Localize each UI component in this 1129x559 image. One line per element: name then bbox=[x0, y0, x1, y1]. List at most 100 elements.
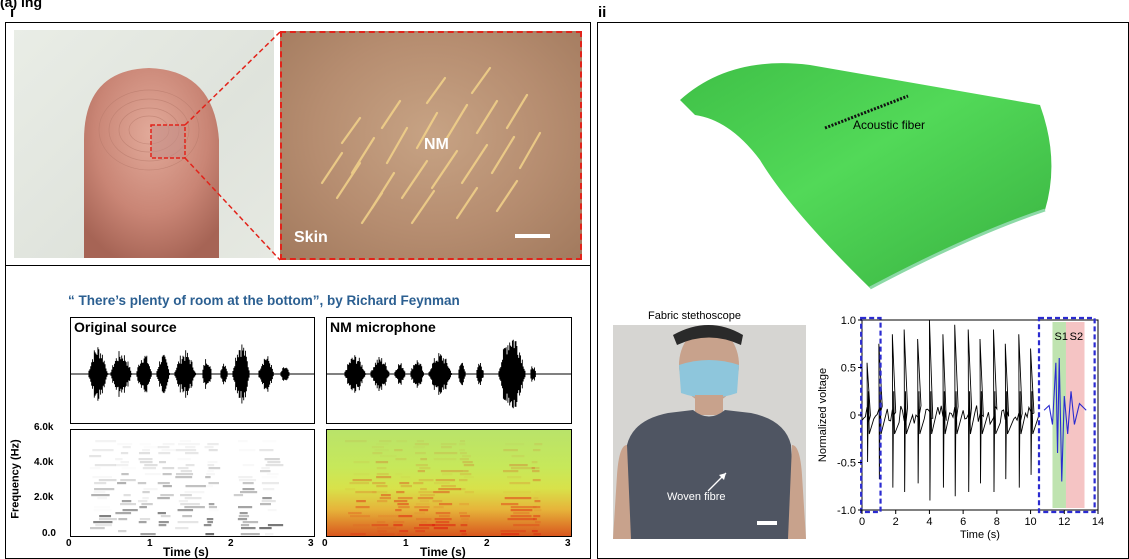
spectrogram-cell bbox=[121, 500, 132, 503]
spectrogram-cell bbox=[94, 464, 117, 467]
spectrogram-cell bbox=[459, 512, 467, 515]
spectrogram-cell bbox=[268, 509, 277, 511]
spectrogram-cell bbox=[267, 524, 284, 527]
spectrogram-cell bbox=[91, 494, 110, 497]
spectrogram-cell bbox=[531, 461, 538, 464]
spectrogram-cell bbox=[399, 530, 409, 533]
spectrogram-cell bbox=[416, 440, 425, 443]
spec-left-xtick-3: 3 bbox=[308, 538, 314, 549]
spectrogram-cell bbox=[399, 482, 410, 485]
spectrogram-cell bbox=[207, 443, 219, 446]
spectrogram-cell bbox=[500, 530, 526, 533]
spectrogram-cell bbox=[240, 527, 256, 530]
spectrogram-cell bbox=[142, 497, 149, 500]
nm-label: NM bbox=[424, 136, 449, 153]
spectrogram-cell bbox=[352, 524, 370, 527]
spectrogram-cell bbox=[92, 476, 112, 478]
spectrogram-cell bbox=[159, 461, 166, 464]
spectrogram-cell bbox=[460, 524, 468, 527]
spectrogram-cell bbox=[372, 452, 383, 455]
ytick-label: 1.0 bbox=[841, 315, 856, 327]
spectrogram-cell bbox=[420, 458, 428, 461]
spectrogram-cell bbox=[158, 452, 171, 455]
spectrogram-cell bbox=[184, 491, 205, 494]
spectrogram-cell bbox=[440, 443, 457, 446]
spectrogram-cell bbox=[513, 512, 530, 515]
spectrogram-cell bbox=[178, 500, 188, 503]
spectrogram-cell bbox=[462, 461, 473, 464]
spectrogram-cell bbox=[379, 497, 391, 500]
spectrogram-cell bbox=[262, 440, 276, 442]
spectrogram-cell bbox=[434, 452, 458, 455]
spectrogram-cell bbox=[208, 503, 215, 506]
spec-right-xtick-1: 1 bbox=[403, 538, 409, 549]
spectrogram-cell bbox=[376, 485, 388, 488]
spectrogram-cell bbox=[433, 458, 457, 461]
spectrogram-cell bbox=[463, 521, 468, 523]
spectrogram-cell bbox=[265, 464, 284, 467]
spectrogram-cell bbox=[94, 509, 112, 511]
spectrogram-cell bbox=[184, 497, 202, 500]
spectrogram-cell bbox=[376, 473, 389, 476]
spectrogram-cell bbox=[94, 482, 107, 485]
spectrogram-cell bbox=[463, 464, 475, 467]
spectrogram-cell bbox=[459, 452, 467, 455]
spectrogram-cell bbox=[94, 506, 110, 508]
spectrogram-cell bbox=[123, 494, 131, 497]
spectrogram-cell bbox=[510, 515, 532, 518]
spectrogram-cell bbox=[459, 530, 467, 533]
spectrogram-cell bbox=[355, 506, 370, 509]
spectrogram-cell bbox=[262, 497, 272, 500]
spectrogram-cell bbox=[398, 515, 413, 518]
spectrogram-cell bbox=[353, 461, 370, 464]
spectrogram-cell bbox=[115, 464, 129, 467]
spectrogram-cell bbox=[160, 515, 171, 518]
spectrogram-cell bbox=[138, 458, 153, 461]
zoom-target-box bbox=[1037, 316, 1096, 514]
spectrogram-cell bbox=[161, 449, 175, 451]
xtick-label: 12 bbox=[1058, 516, 1070, 528]
xtick-label: 8 bbox=[994, 516, 1000, 528]
xtick-label: 10 bbox=[1024, 516, 1036, 528]
spectrogram-cell bbox=[120, 452, 129, 455]
chart-xlabel: Time (s) bbox=[960, 529, 1000, 541]
spectrogram-cell bbox=[162, 443, 175, 446]
spectrogram-cell bbox=[162, 473, 172, 476]
spectrogram-cell bbox=[396, 491, 405, 494]
spectrogram-cell bbox=[417, 497, 434, 500]
spectrogram-cell bbox=[264, 458, 280, 461]
spectrogram-cell bbox=[419, 509, 429, 512]
spectrogram-cell bbox=[208, 506, 218, 509]
spectrogram-cell bbox=[414, 512, 425, 515]
spectrogram-cell bbox=[372, 491, 388, 494]
spectrogram-cell bbox=[162, 467, 175, 470]
spectrogram-cell bbox=[118, 518, 128, 521]
spectrogram-cell bbox=[139, 518, 151, 521]
spectrogram-cell bbox=[401, 476, 411, 478]
spectrogram-original-plot bbox=[89, 440, 284, 536]
spectrogram-cell bbox=[138, 452, 151, 455]
spec-right-xtick-3: 3 bbox=[565, 538, 571, 549]
spectrogram-cell bbox=[238, 476, 253, 479]
spectrogram-cell bbox=[509, 482, 531, 485]
spectrogram-cell bbox=[433, 506, 444, 509]
spec-left-xtick-2: 2 bbox=[228, 538, 234, 549]
spectrogram-cell bbox=[207, 521, 213, 524]
spectrogram-cell bbox=[180, 470, 192, 473]
woven-fibre-label: Woven fibre bbox=[667, 491, 726, 503]
spectrogram-cell bbox=[349, 482, 370, 485]
finger-photo bbox=[14, 30, 274, 258]
spectrogram-cell bbox=[162, 485, 172, 488]
spectrogram-cell bbox=[260, 503, 271, 506]
spectrogram-cell bbox=[442, 473, 453, 476]
spectrogram-cell bbox=[532, 449, 541, 452]
spectrogram-cell bbox=[510, 506, 541, 509]
waveform-nm-title: NM microphone bbox=[330, 319, 436, 335]
spectrogram-cell bbox=[532, 479, 541, 482]
zoom-trace bbox=[1043, 357, 1087, 482]
nm-texture bbox=[320, 66, 550, 238]
spectrogram-cell bbox=[157, 482, 170, 485]
xtick-label: 2 bbox=[893, 516, 899, 528]
ytick-label: -1.0 bbox=[837, 505, 856, 517]
spectrogram-cell bbox=[95, 440, 117, 443]
